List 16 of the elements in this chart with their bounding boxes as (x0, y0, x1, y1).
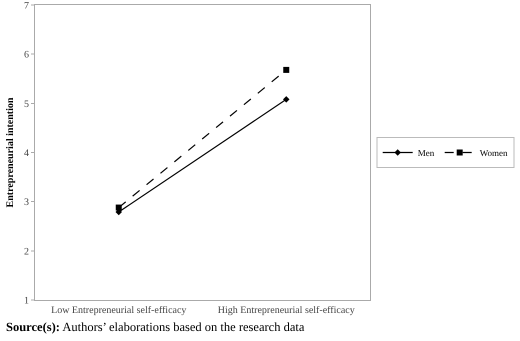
x-tick-label: Low Entrepreneurial self-efficacy (51, 305, 186, 316)
point (116, 204, 122, 211)
y-tick-label: 7 (24, 0, 29, 12)
y-tick-label: 6 (24, 50, 29, 61)
point (283, 66, 290, 73)
x-tick-label: High Entrepreneurial self-efficacy (218, 305, 355, 316)
legend-label: Men (418, 148, 435, 158)
y-tick-label: 2 (24, 246, 29, 258)
y-axis-title: Entrepreneurial intention (5, 97, 16, 208)
legend-label: Women (480, 148, 508, 158)
y-tick-label: 4 (24, 148, 29, 159)
point (283, 96, 290, 103)
y-tick-label: 1 (24, 296, 29, 306)
source-note: Source(s): Authors’ elaborations based on the research data (6, 320, 305, 334)
y-tick-label: 3 (24, 197, 29, 208)
y-tick-label: 5 (24, 98, 29, 110)
